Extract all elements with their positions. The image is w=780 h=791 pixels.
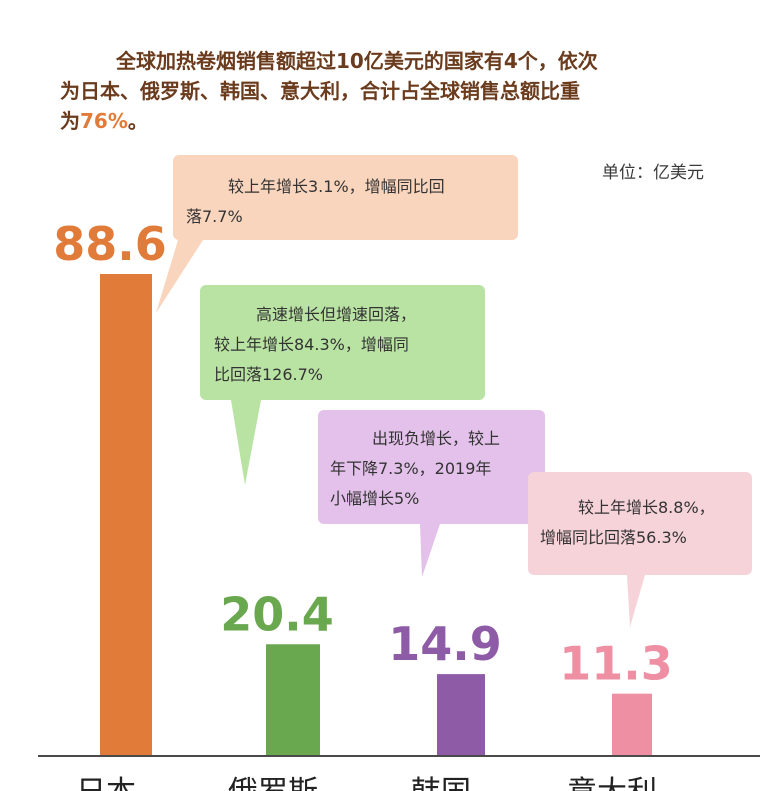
callout-box-korea [318,410,545,524]
callout-line: 小幅增长5% [330,489,420,508]
bar-russia [266,644,320,755]
header-line-2: 为日本、俄罗斯、韩国、意大利，合计占全球销售总额比重 [60,79,580,103]
category-label-japan: 日本 [76,775,136,791]
callout-line: 增幅同比回落56.3% [540,528,687,547]
header-line-3: 为76%。 [60,109,148,133]
callouts-layer [156,155,752,627]
callout-line: 出现负增长，较上 [372,429,501,448]
callout-box-japan [173,155,518,240]
callout-pointer-japan [156,240,203,313]
callout-box-russia [200,285,485,400]
callout-box-italy [528,472,752,575]
callout-text-italy: 较上年增长8.8%， 增幅同比回落56.3% [540,493,715,553]
callout-line: 较上年增长8.8%， [578,498,715,517]
callout-russia [200,285,485,485]
value-label-russia: 20.4 [220,587,334,641]
header-text: 全球加热卷烟销售额超过10亿美元的国家有4个，依次 为日本、俄罗斯、韩国、意大利… [60,46,750,136]
callout-italy [528,472,752,627]
callout-line: 落7.7% [186,207,243,226]
header-accent-percent: 76% [80,109,128,133]
callout-japan [156,155,518,313]
category-label-russia: 俄罗斯 [228,775,318,791]
x-axis-line [38,755,760,757]
callout-text-russia: 高速增长但增速回落， 较上年增长84.3%，增幅同 比回落126.7% [214,300,416,390]
category-label-korea: 韩国 [411,775,471,791]
callout-line: 较上年增长3.1%，增幅同比回 [228,177,445,196]
callout-line: 较上年增长84.3%，增幅同 [214,335,409,354]
bar-japan [100,274,152,755]
callout-korea [318,410,545,577]
callout-line: 高速增长但增速回落， [256,305,417,324]
value-label-italy: 11.3 [559,637,673,691]
value-label-korea: 14.9 [388,617,502,671]
header-line-1: 全球加热卷烟销售额超过10亿美元的国家有4个，依次 [116,49,598,73]
callout-line: 年下降7.3%，2019年 [330,459,492,478]
callout-pointer-italy [627,575,645,627]
callout-text-korea: 出现负增长，较上年下降7.3%，2019年 小幅增长5% [330,424,500,514]
bar-italy [612,693,652,755]
callout-text-japan: 较上年增长3.1%，增幅同比回落7.7% [186,172,445,232]
bar-korea [437,674,485,755]
unit-label: 单位：亿美元 [602,163,704,183]
category-label-italy: 意大利 [567,775,657,791]
callout-line: 比回落126.7% [214,365,324,384]
callout-pointer-russia [231,400,261,485]
value-label-japan: 88.6 [53,217,167,271]
callout-pointer-korea [420,524,440,577]
bars-layer: 88.6 日本 20.4 俄罗斯 14.9 韩国 11.3 意大利 [53,217,673,791]
